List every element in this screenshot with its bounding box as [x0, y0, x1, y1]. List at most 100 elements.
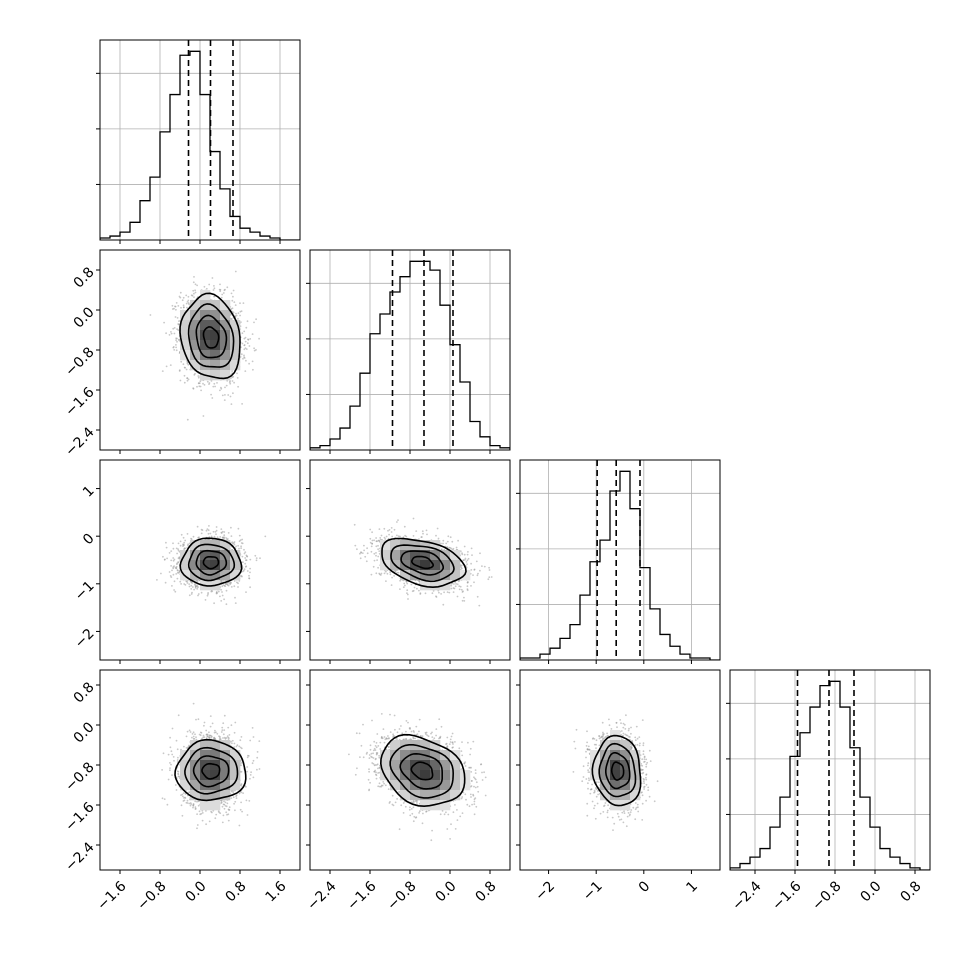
sample-point	[246, 320, 249, 323]
density-cell	[390, 740, 401, 751]
sample-point	[608, 724, 611, 727]
sample-point	[235, 745, 238, 748]
sample-point	[411, 812, 414, 815]
sample-point	[206, 380, 209, 383]
sample-point	[174, 316, 177, 318]
sample-point	[436, 527, 439, 530]
sample-point	[194, 587, 197, 589]
sample-point	[199, 731, 202, 734]
sample-point	[238, 792, 241, 795]
sample-point	[391, 794, 394, 797]
density-cell	[210, 320, 221, 331]
sample-point	[184, 547, 187, 550]
sample-point	[473, 568, 476, 571]
sample-point	[224, 394, 226, 396]
sample-point	[368, 757, 371, 759]
sample-point	[612, 829, 614, 831]
sample-point	[238, 745, 241, 748]
sample-point	[191, 591, 193, 594]
sample-point	[193, 588, 196, 591]
sample-point	[178, 370, 181, 372]
density-cell	[410, 570, 421, 581]
sample-point	[213, 602, 216, 605]
sample-point	[171, 753, 174, 756]
sample-point	[593, 743, 596, 746]
sample-point	[239, 808, 242, 811]
sample-point	[196, 580, 199, 583]
sample-point	[239, 302, 241, 305]
sample-point	[416, 802, 418, 804]
sample-point	[174, 566, 177, 569]
sample-point	[479, 569, 481, 572]
sample-point	[185, 294, 188, 297]
sample-point	[172, 547, 175, 550]
contour-line	[202, 326, 220, 349]
sample-point	[256, 756, 259, 759]
sample-point	[221, 394, 224, 397]
sample-point	[402, 536, 405, 539]
sample-point	[431, 731, 433, 734]
sample-point	[177, 338, 180, 341]
sample-point	[375, 774, 378, 777]
contour-line	[179, 292, 241, 380]
sample-point	[386, 572, 389, 575]
sample-point	[446, 540, 449, 543]
sample-point	[226, 538, 228, 541]
sample-point	[188, 585, 191, 588]
sample-point	[597, 790, 599, 792]
sample-point	[590, 788, 593, 791]
sample-point	[596, 802, 599, 805]
sample-point	[176, 317, 179, 319]
sample-point	[376, 540, 378, 543]
sample-point	[177, 549, 180, 552]
sample-point	[599, 812, 602, 815]
density-cell	[190, 560, 201, 571]
sample-point	[171, 569, 173, 572]
sample-point	[237, 312, 240, 315]
contour-line	[201, 762, 221, 780]
sample-point	[240, 791, 243, 794]
sample-point	[187, 378, 190, 381]
sample-point	[169, 746, 172, 749]
sample-point	[450, 584, 453, 587]
sample-point	[585, 756, 587, 759]
density-cell	[230, 780, 241, 791]
sample-point	[406, 592, 408, 594]
density-cell	[380, 760, 391, 771]
sample-point	[165, 541, 167, 544]
sample-point	[187, 295, 190, 298]
sample-point	[470, 780, 473, 782]
sample-point	[460, 588, 463, 591]
sample-point	[188, 802, 191, 805]
x-tick-label: −1.6	[769, 878, 804, 913]
sample-point	[460, 750, 463, 752]
sample-point	[175, 346, 178, 349]
sample-point	[620, 722, 622, 725]
sample-point	[193, 276, 195, 278]
density-cells	[380, 740, 471, 811]
sample-point	[192, 535, 195, 538]
sample-point	[398, 791, 400, 793]
sample-point	[602, 737, 605, 740]
density-cell	[600, 770, 611, 781]
histogram-step	[520, 470, 720, 660]
sample-point	[620, 738, 623, 741]
sample-point	[412, 820, 415, 823]
sample-point	[250, 771, 253, 774]
sample-point	[223, 729, 226, 731]
sample-point	[223, 399, 226, 401]
sample-point	[635, 806, 638, 809]
sample-point	[412, 535, 415, 537]
sample-point	[602, 731, 604, 734]
sample-point	[215, 731, 217, 734]
sample-point	[378, 785, 381, 788]
contour-line	[195, 314, 228, 359]
sample-point	[604, 802, 607, 804]
sample-point	[194, 372, 196, 375]
sample-point	[454, 585, 457, 588]
sample-point	[200, 591, 203, 594]
sample-point	[630, 726, 632, 729]
sample-point	[445, 743, 447, 745]
sample-point	[213, 382, 216, 385]
sample-point	[470, 562, 472, 565]
